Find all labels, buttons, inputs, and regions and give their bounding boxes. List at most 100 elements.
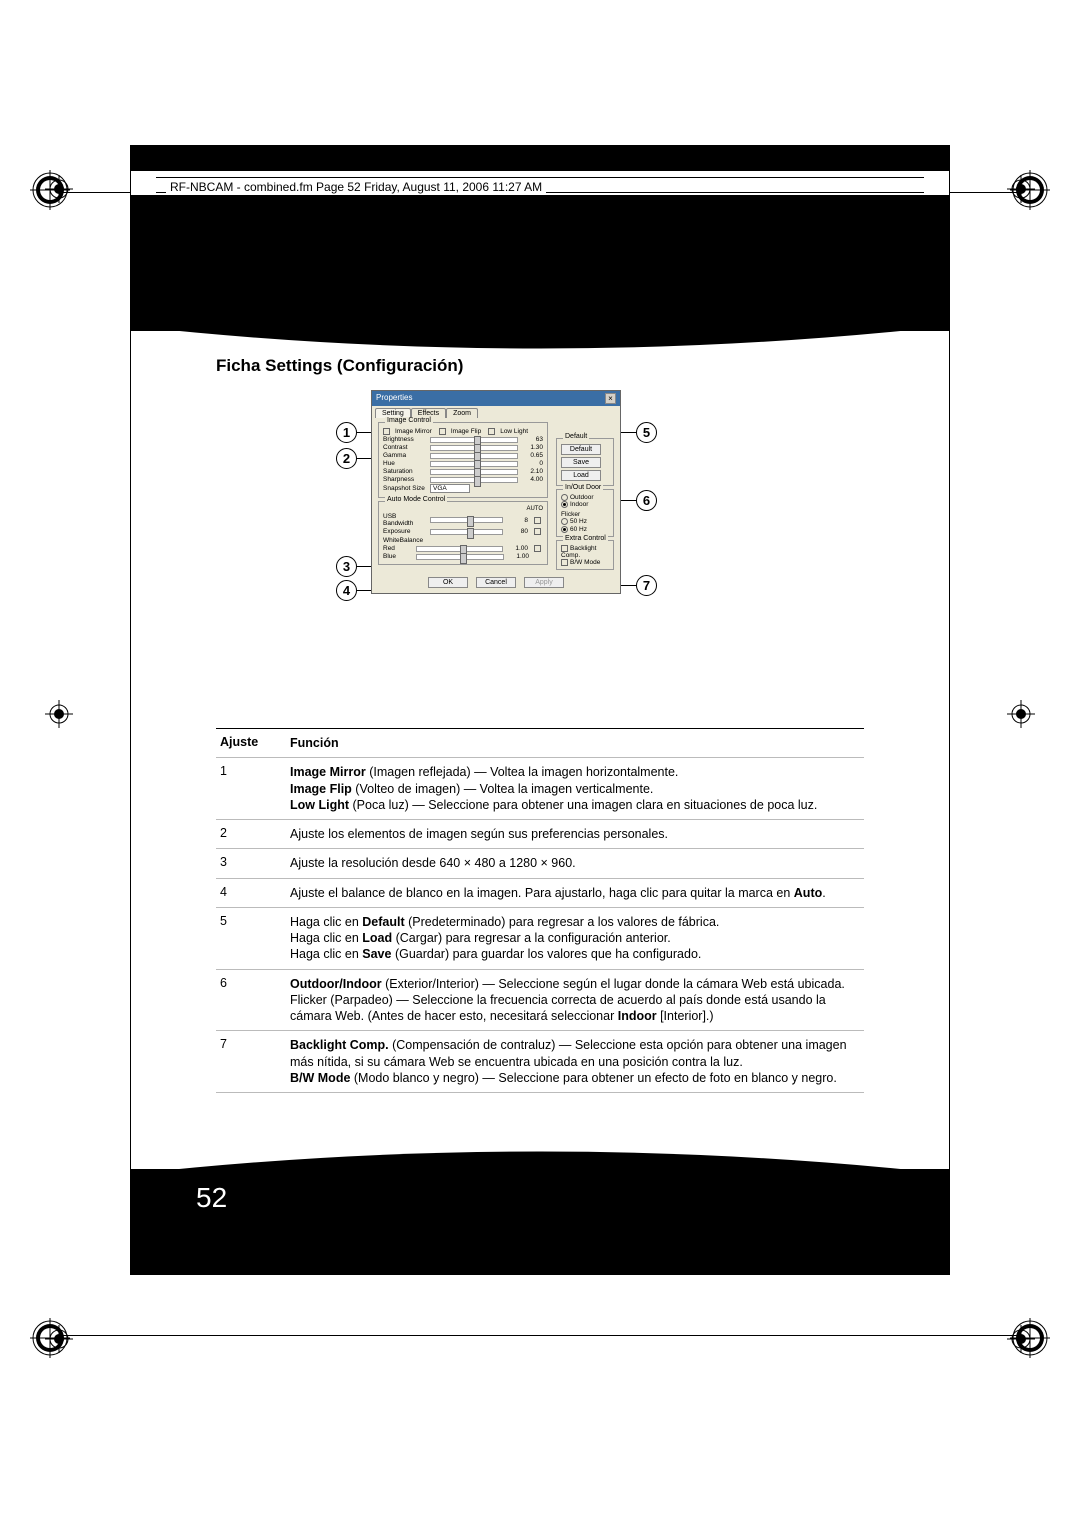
slider[interactable]	[430, 477, 518, 483]
checkbox[interactable]	[561, 559, 568, 566]
radio-label: 50 Hz	[570, 519, 587, 526]
checkbox[interactable]	[488, 428, 495, 435]
load-button[interactable]: Load	[561, 470, 601, 481]
content-area: Ficha Settings (Configuración) 1 2 3 4 5…	[216, 356, 864, 1144]
registration-mark	[45, 700, 73, 728]
slider-value: 63	[521, 436, 543, 443]
cell-ajuste: 5	[216, 908, 286, 969]
tab-zoom[interactable]: Zoom	[446, 408, 478, 418]
table-row: 6 Outdoor/Indoor (Exterior/Interior) — S…	[216, 970, 864, 1032]
cell-ajuste: 4	[216, 879, 286, 907]
group-title: In/Out Door	[563, 484, 603, 491]
table-row: 4 Ajuste el balance de blanco en la imag…	[216, 879, 864, 908]
table-row: 3 Ajuste la resolución desde 640 × 480 a…	[216, 849, 864, 878]
snapshot-combo[interactable]: VGA	[430, 484, 470, 493]
checkbox-label: Low Light	[500, 428, 528, 435]
callout-2: 2	[336, 448, 357, 469]
registration-mark	[1007, 175, 1035, 203]
cell-funcion: Ajuste la resolución desde 640 × 480 a 1…	[286, 849, 864, 877]
registration-mark	[1007, 700, 1035, 728]
radio[interactable]	[561, 526, 568, 533]
checkbox[interactable]	[561, 545, 568, 552]
slider-row: Red 1.00	[383, 545, 543, 552]
group-title: Extra Control	[563, 535, 608, 542]
ok-button[interactable]: OK	[428, 577, 468, 588]
lead	[621, 585, 636, 586]
group-image-control: Image Control Image Mirror Image Flip Lo…	[378, 422, 548, 498]
slider-value: 2.10	[521, 468, 543, 475]
checkbox[interactable]	[534, 517, 541, 524]
slider-value: 1.00	[506, 545, 528, 552]
checkbox-label: Image Flip	[451, 428, 481, 435]
dialog-title: Properties	[376, 393, 412, 404]
cell-ajuste: 3	[216, 849, 286, 877]
col-header-funcion: Función	[286, 729, 864, 757]
curve-top	[131, 326, 949, 356]
page-frame: RF-NBCAM - combined.fm Page 52 Friday, A…	[130, 145, 950, 1275]
slider[interactable]	[416, 546, 503, 552]
slider-row: Gamma 0.65	[383, 452, 543, 459]
slider-row: USB Bandwidth 8	[383, 513, 543, 527]
slider[interactable]	[430, 453, 518, 459]
snapshot-row: Snapshot Size VGA	[383, 484, 543, 493]
cell-funcion: Outdoor/Indoor (Exterior/Interior) — Sel…	[286, 970, 864, 1031]
cell-funcion: Ajuste el balance de blanco en la imagen…	[286, 879, 864, 907]
close-icon[interactable]: ×	[605, 393, 616, 404]
crop-rule-bottom	[50, 1335, 1030, 1336]
group-extra: Extra Control Backlight Comp. B/W Mode	[556, 540, 614, 570]
slider[interactable]	[430, 461, 518, 467]
checkbox[interactable]	[383, 428, 390, 435]
radio-label: Outdoor	[570, 494, 594, 501]
radio[interactable]	[561, 494, 568, 501]
slider[interactable]	[430, 445, 518, 451]
slider[interactable]	[430, 529, 503, 535]
callout-1: 1	[336, 422, 357, 443]
slider[interactable]	[430, 437, 518, 443]
cell-ajuste: 2	[216, 820, 286, 848]
radio[interactable]	[561, 518, 568, 525]
slider-row: Sharpness 4.00	[383, 476, 543, 483]
cancel-button[interactable]: Cancel	[476, 577, 516, 588]
default-button[interactable]: Default	[561, 444, 601, 455]
slider[interactable]	[430, 469, 518, 475]
table-row: 1 Image Mirror (Imagen reflejada) — Volt…	[216, 758, 864, 820]
checkbox[interactable]	[534, 545, 541, 552]
page-number: 52	[196, 1182, 227, 1214]
cell-funcion: Haga clic en Default (Predeterminado) pa…	[286, 908, 864, 969]
checkbox-label: Image Mirror	[395, 428, 432, 435]
lead	[621, 432, 636, 433]
group-default: Default Default Save Load	[556, 438, 614, 486]
cell-ajuste: 6	[216, 970, 286, 1031]
save-button[interactable]: Save	[561, 457, 601, 468]
callout-5: 5	[636, 422, 657, 443]
slider-row: Contrast 1.30	[383, 444, 543, 451]
slider-label: Brightness	[383, 436, 427, 443]
callout-4: 4	[336, 580, 357, 601]
slider-label: Hue	[383, 460, 427, 467]
table-row: 7 Backlight Comp. (Compensación de contr…	[216, 1031, 864, 1093]
group-inout: In/Out Door Outdoor Indoor Flicker 50 Hz…	[556, 489, 614, 537]
slider-row: Hue 0	[383, 460, 543, 467]
radio[interactable]	[561, 501, 568, 508]
slider[interactable]	[416, 554, 504, 560]
settings-table: Ajuste Función 1 Image Mirror (Imagen re…	[216, 728, 864, 1093]
table-row: 5 Haga clic en Default (Predeterminado) …	[216, 908, 864, 970]
registration-mark	[45, 1325, 73, 1353]
auto-header: AUTO	[383, 506, 543, 512]
checkbox-label: B/W Mode	[570, 559, 600, 566]
lead	[621, 500, 636, 501]
slider-label: Blue	[383, 553, 413, 560]
registration-mark	[45, 175, 73, 203]
slider[interactable]	[430, 517, 503, 523]
slider-label: USB Bandwidth	[383, 513, 427, 527]
slider-label: Sharpness	[383, 476, 427, 483]
checkbox[interactable]	[439, 428, 446, 435]
label: Snapshot Size	[383, 485, 427, 492]
header-doc-line: RF-NBCAM - combined.fm Page 52 Friday, A…	[166, 180, 546, 194]
side-panel: Default Default Save Load In/Out Door Ou…	[556, 438, 614, 573]
apply-button[interactable]: Apply	[524, 577, 564, 588]
slider-label: Gamma	[383, 452, 427, 459]
slider-row: Saturation 2.10	[383, 468, 543, 475]
checkbox[interactable]	[534, 528, 541, 535]
checkbox-row: Image Mirror Image Flip Low Light	[383, 428, 543, 435]
